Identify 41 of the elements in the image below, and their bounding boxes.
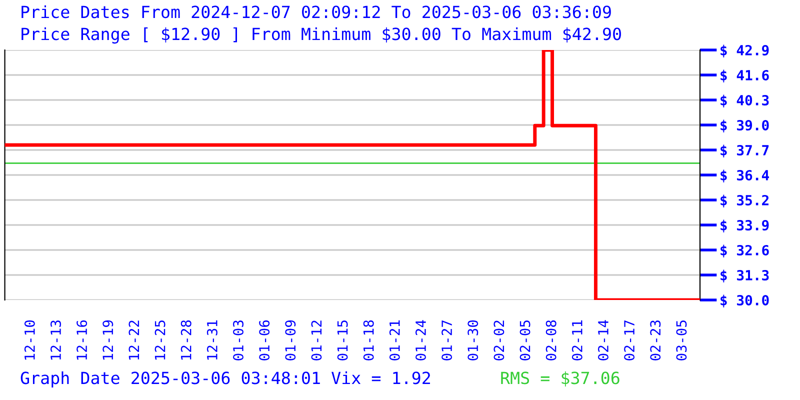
ref-line-label: RMS = $37.06 [501, 371, 620, 386]
x-tick-label: 01-12 [311, 320, 322, 360]
y-tick-label: $ 41.6 [720, 70, 769, 82]
x-tick-label: 02-08 [546, 320, 556, 360]
y-tick-label: $ 36.4 [720, 170, 769, 182]
y-tick-label: $ 39.0 [720, 120, 769, 132]
x-tick-label: 02-05 [520, 320, 530, 360]
x-tick-label: 01-30 [468, 320, 478, 360]
x-tick-label: 12-19 [102, 320, 114, 360]
x-tick-label: 12-25 [154, 320, 166, 360]
y-tick-label: $ 33.9 [720, 220, 769, 232]
x-tick-label: 12-28 [180, 320, 192, 360]
x-tick-label: 01-21 [389, 320, 400, 360]
chart-subtitle: Price Range [ $12.90 ] From Minimum $30.00 To Maximum $42.90 [22, 27, 621, 44]
y-tick-label: $ 40.3 [720, 94, 769, 108]
x-tick-label: 01-15 [337, 320, 348, 360]
y-tick-label: $ 35.2 [720, 194, 768, 208]
y-tick-label: $ 42.9 [720, 44, 769, 58]
x-tick-label: 02-14 [598, 320, 608, 360]
x-tick-label: 03-05 [676, 320, 687, 360]
x-tick-label: 01-24 [415, 320, 426, 360]
x-tick-label: 02-23 [650, 320, 661, 360]
x-tick-label: 12-31 [206, 320, 218, 360]
x-tick-label: 02-17 [624, 320, 635, 360]
y-tick-label: $ 31.3 [720, 270, 769, 282]
x-tick-label: 02-02 [494, 320, 504, 360]
x-tick-label: 01-27 [442, 320, 452, 360]
x-tick-label: 01-06 [259, 320, 270, 360]
x-tick-label: 01-09 [285, 320, 296, 360]
x-tick-label: 12-10 [24, 320, 35, 360]
x-tick-label: 12-22 [128, 320, 140, 360]
y-tick-label: $ 30.0 [720, 294, 769, 308]
x-tick-label: 12-13 [50, 320, 62, 360]
x-tick-label: 01-03 [232, 320, 244, 360]
x-tick-label: 12-16 [76, 320, 88, 360]
y-tick-label: $ 37.7 [720, 144, 769, 158]
y-tick-label: $ 32.6 [720, 244, 769, 258]
x-tick-label: 02-11 [572, 320, 582, 360]
x-tick-label: 01-18 [363, 320, 374, 360]
chart-title: Price Dates From 2024-12-07 02:09:12 To 2025-03-06 03:36:09 [22, 5, 611, 18]
text: Graph Date 2025-03-06 03:48:01 Vix = 1.92 [20, 371, 430, 388]
